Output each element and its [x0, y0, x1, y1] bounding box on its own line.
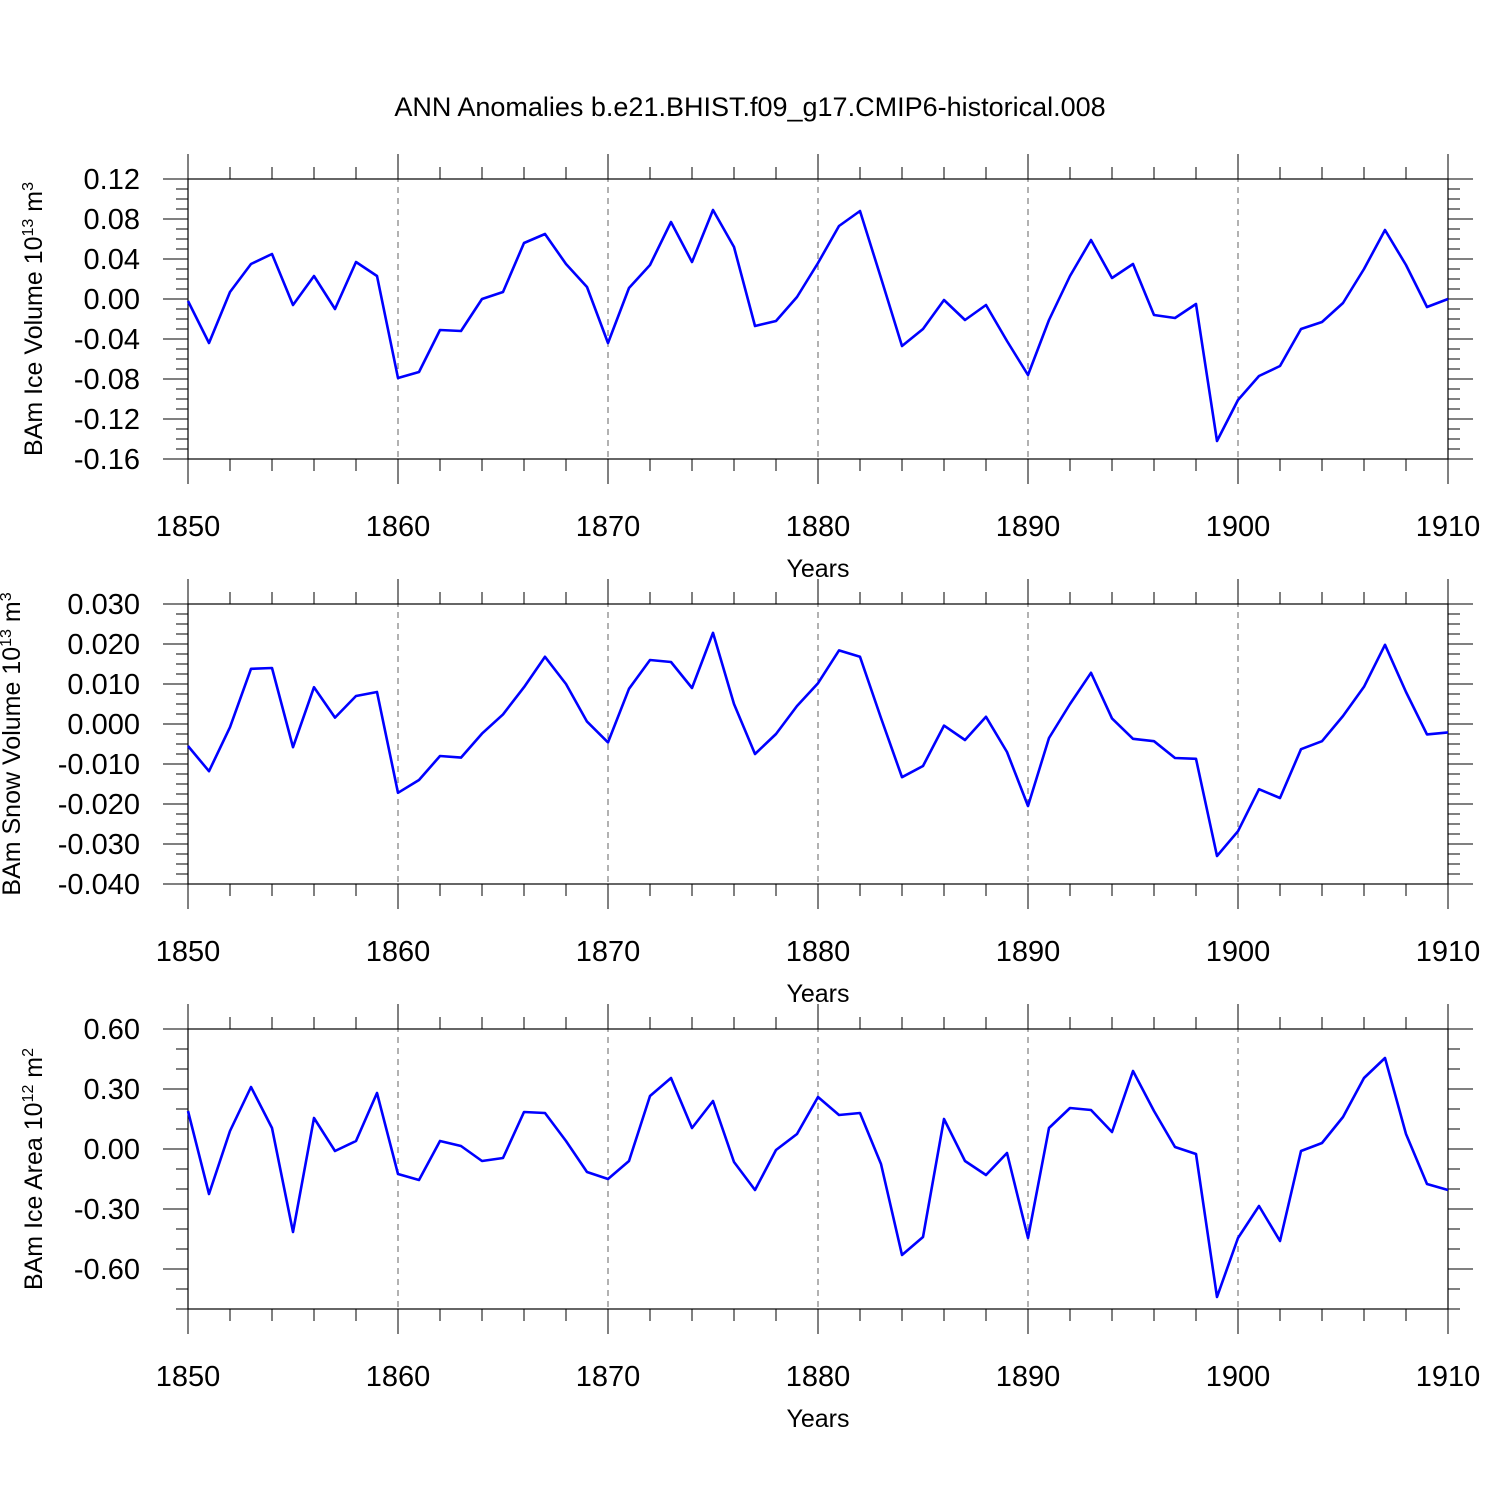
y-tick-label: -0.12 — [74, 404, 140, 436]
panel-2: 0.030 0.020 0.010 0.000 -0.010 -0.020 -0.030 -0… — [0, 579, 1480, 1008]
panel-3: 0.60 0.30 0.00 -0.30 -0.60 1850 1860 1870 1880 18… — [20, 1004, 1480, 1433]
series-line — [187, 631, 1449, 858]
x-tick-label: 1850 — [156, 1361, 221, 1393]
y-label-unit-exponent: 3 — [0, 592, 15, 601]
x-tick-label: 1860 — [366, 511, 431, 543]
y-tick-label: 0.030 — [67, 589, 140, 621]
y-label-unit: m — [20, 1057, 48, 1085]
x-tick-label: 1890 — [996, 1361, 1061, 1393]
x-tick-label: 1870 — [576, 936, 641, 968]
y-label-exponent: 12 — [20, 1085, 37, 1103]
y-tick-label: -0.08 — [74, 364, 140, 396]
y-label-main: BAm Ice Area 10 — [20, 1102, 48, 1290]
y-tick-label: -0.010 — [58, 749, 140, 781]
y-tick-label: 0.04 — [84, 244, 140, 276]
x-axis-label: Years — [786, 1405, 849, 1433]
x-tick-label: 1910 — [1416, 1361, 1481, 1393]
x-tick-label: 1870 — [576, 511, 641, 543]
x-tick-label: 1880 — [786, 936, 851, 968]
y-tick-label: -0.030 — [58, 829, 140, 861]
y-label-main: BAm Ice Volume 10 — [20, 236, 48, 456]
y-tick-label: 0.000 — [67, 709, 140, 741]
x-tick-label: 1880 — [786, 511, 851, 543]
y-label-unit: m — [0, 601, 26, 629]
x-tick-label: 1900 — [1206, 511, 1271, 543]
y-tick-label: 0.08 — [84, 204, 140, 236]
series-line — [186, 208, 1449, 443]
y-tick-label: 0.30 — [84, 1074, 140, 1106]
chart-title: ANN Anomalies b.e21.BHIST.f09_g17.CMIP6-… — [394, 92, 1105, 122]
y-tick-label: -0.16 — [74, 444, 140, 476]
y-tick-label: 0.00 — [84, 284, 140, 316]
x-tick-label: 1890 — [996, 936, 1061, 968]
x-tick-label: 1850 — [156, 511, 221, 543]
x-axis-label: Years — [786, 555, 849, 583]
y-tick-label: -0.04 — [74, 324, 140, 356]
y-tick-label: -0.040 — [58, 869, 140, 901]
panel-1: 0.12 0.08 0.04 0.00 -0.04 -0.08 -0.12 -0.16 1850… — [20, 154, 1480, 583]
series-line — [186, 1056, 1449, 1299]
x-tick-label: 1900 — [1206, 936, 1271, 968]
y-label-exponent: 13 — [20, 219, 37, 237]
x-tick-label: 1860 — [366, 1361, 431, 1393]
y-label-unit-exponent: 2 — [20, 1048, 37, 1057]
y-label-main: BAm Snow Volume 10 — [0, 647, 26, 896]
y-label-unit: m — [20, 191, 48, 219]
x-tick-label: 1890 — [996, 511, 1061, 543]
y-axis-label: BAm Snow Volume 1013 m3 — [0, 592, 26, 895]
panels: 0.12 0.08 0.04 0.00 -0.04 -0.08 -0.12 -0.16 1850… — [0, 154, 1480, 1433]
y-label-unit-exponent: 3 — [20, 182, 37, 191]
x-tick-label: 1860 — [366, 936, 431, 968]
x-tick-label: 1870 — [576, 1361, 641, 1393]
y-tick-label: -0.30 — [74, 1194, 140, 1226]
y-tick-label: 0.020 — [67, 629, 140, 661]
y-tick-label: 0.010 — [67, 669, 140, 701]
y-label-exponent: 13 — [0, 629, 15, 647]
y-tick-label: 0.12 — [84, 164, 140, 196]
x-tick-label: 1900 — [1206, 1361, 1271, 1393]
x-tick-label: 1850 — [156, 936, 221, 968]
x-tick-label: 1880 — [786, 1361, 851, 1393]
x-axis-label: Years — [786, 980, 849, 1008]
y-tick-label: 0.00 — [84, 1134, 140, 1166]
y-tick-label: -0.60 — [74, 1254, 140, 1286]
y-tick-label: 0.60 — [84, 1014, 140, 1046]
x-tick-label: 1910 — [1416, 511, 1481, 543]
y-axis-label: BAm Ice Volume 1013 m3 — [20, 182, 48, 456]
y-tick-label: -0.020 — [58, 789, 140, 821]
y-axis-label: BAm Ice Area 1012 m2 — [20, 1048, 48, 1290]
x-tick-label: 1910 — [1416, 936, 1481, 968]
